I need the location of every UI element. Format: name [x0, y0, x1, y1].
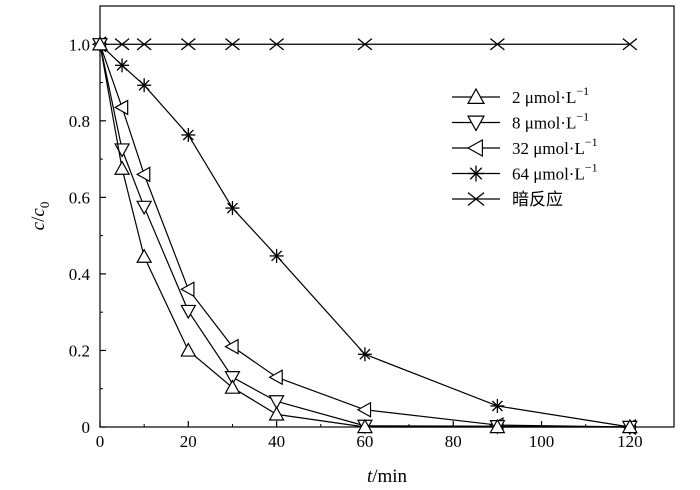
legend-label: 暗反应 [512, 190, 563, 210]
triangle-left-marker [268, 369, 283, 386]
triangle-down-marker [268, 395, 285, 410]
triangle-up-marker [466, 87, 486, 105]
y-tick-label: 0 [82, 418, 91, 437]
triangle-left-marker [180, 281, 195, 298]
legend-entry: 64 μmol·L−1 [452, 161, 598, 184]
asterisk-marker [468, 165, 484, 182]
triangle-down-marker [114, 143, 131, 158]
plot-frame [99, 5, 675, 428]
asterisk-marker [269, 248, 284, 263]
legend-entry: 32 μmol·L−1 [452, 135, 598, 158]
legend-entry: 暗反应 [452, 190, 563, 210]
x-marker [114, 38, 130, 51]
legend-label: 2 μmol·L−1 [512, 84, 589, 107]
x-marker [357, 38, 373, 51]
x-tick-label: 40 [268, 432, 285, 451]
x-marker [225, 38, 240, 51]
triangle-left-marker [356, 401, 372, 418]
series-4 [93, 37, 637, 434]
y-axis: 0 0.2 0.4 0.6 0.8 1.0 [69, 35, 106, 437]
legend-label: 8 μmol·L−1 [512, 110, 589, 133]
legend-entry: 2 μmol·L−1 [452, 84, 589, 107]
triangle-up-marker [268, 406, 285, 421]
legend: 2 μmol·L−1 8 μmol·L−132 μmol·L−1 64 μmol·L… [452, 84, 598, 210]
asterisk-marker [181, 127, 196, 142]
y-tick-label: 0.6 [69, 188, 90, 207]
y-tick-label: 1.0 [69, 35, 90, 54]
series-5 [92, 38, 638, 51]
series-layer [91, 36, 638, 436]
legend-label: 32 μmol·L−1 [512, 135, 598, 158]
x-marker [269, 38, 285, 51]
triangle-down-marker [136, 200, 153, 216]
x-tick-label: 0 [96, 432, 105, 451]
y-tick-label: 0.2 [69, 341, 90, 360]
triangle-up-marker [489, 418, 506, 434]
triangle-up-marker [114, 160, 131, 175]
x-marker [489, 38, 505, 51]
legend-label: 64 μmol·L−1 [512, 161, 598, 184]
asterisk-marker [115, 58, 130, 73]
triangle-up-marker [356, 418, 373, 434]
triangle-down-marker [466, 115, 486, 132]
triangle-left-marker [135, 166, 151, 183]
asterisk-marker [490, 398, 505, 413]
x-marker [180, 38, 196, 51]
y-tick-label: 0.8 [69, 112, 90, 131]
x-marker [622, 38, 638, 51]
triangle-up-marker [91, 36, 109, 51]
x-tick-label: 80 [445, 432, 462, 451]
x-axis: 0 20 40 60 80 100 120 [96, 421, 675, 451]
asterisk-marker [357, 347, 372, 362]
legend-entry: 8 μmol·L−1 [452, 110, 589, 133]
y-axis-label: c/c0 [28, 202, 52, 231]
triangle-down-marker [180, 304, 197, 320]
x-axis-label: t/min [367, 466, 408, 487]
triangle-left-marker [466, 138, 483, 158]
y-tick-label: 0.4 [69, 265, 91, 284]
triangle-down-marker [224, 371, 241, 386]
x-marker [136, 38, 152, 51]
x-tick-label: 60 [356, 432, 373, 451]
asterisk-marker [225, 201, 240, 216]
triangle-up-marker [136, 248, 153, 263]
x-marker [467, 192, 485, 206]
x-tick-label: 20 [180, 432, 197, 451]
asterisk-marker [137, 78, 152, 93]
triangle-left-marker [224, 338, 239, 355]
triangle-up-marker [621, 418, 638, 434]
x-tick-label: 120 [617, 432, 643, 451]
triangle-left-marker [113, 99, 129, 116]
series-1 [91, 36, 638, 434]
triangle-up-marker [224, 379, 241, 394]
triangle-up-marker [180, 342, 197, 357]
x-tick-label: 100 [529, 432, 555, 451]
